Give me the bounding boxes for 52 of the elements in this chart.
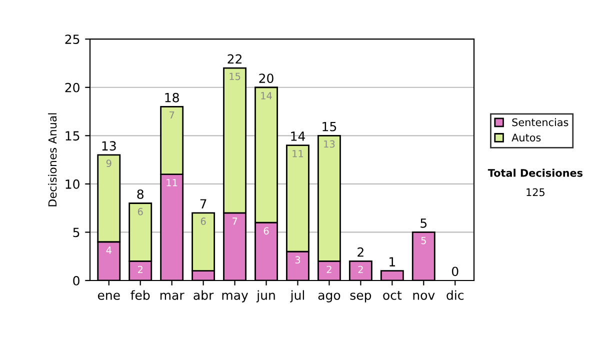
x-tick-label: jul (290, 290, 304, 302)
y-tick-label: 10 (66, 179, 80, 189)
x-tick-label: feb (130, 290, 150, 300)
data-label: 7 (170, 111, 174, 119)
data-label: 5 (421, 237, 426, 244)
x-tick-label: abr (194, 290, 214, 300)
y-axis-title: Decisiones Anual (48, 113, 57, 206)
data-label: 9 (106, 160, 112, 167)
x-tick-label: oct (383, 290, 402, 300)
x-tick-label: sep (350, 292, 372, 302)
text: Total Decisiones (488, 168, 583, 177)
legend-label: Autos (512, 134, 541, 142)
data-label: 15 (230, 72, 240, 80)
data-label: 13 (324, 140, 335, 148)
total-label: 8 (137, 189, 144, 199)
y-tick-label: 25 (65, 34, 80, 44)
data-label: 11 (292, 150, 304, 158)
data-label: 14 (261, 92, 272, 100)
total-label: 15 (322, 122, 336, 132)
total-label: 2 (358, 247, 364, 257)
x-tick-label: jun (256, 290, 275, 302)
text: 125 (526, 188, 544, 196)
x-tick-label: ago (318, 292, 340, 302)
total-label: 5 (420, 218, 427, 228)
total-label: 0 (452, 266, 458, 276)
data-label: 2 (138, 266, 142, 274)
data-label: 6 (264, 227, 269, 235)
data-label: 11 (166, 179, 178, 186)
data-label: 3 (295, 256, 300, 264)
y-tick-label: 5 (73, 228, 80, 238)
legend-label: Sentencias (512, 118, 568, 126)
total-label: 20 (259, 74, 274, 84)
data-label: 7 (232, 218, 238, 225)
total-label: 13 (102, 141, 116, 151)
data-label: 2 (358, 266, 363, 274)
data-label: 6 (138, 208, 143, 216)
data-label: 2 (326, 266, 332, 274)
x-tick-label: nov (413, 292, 435, 300)
data-label: 6 (200, 218, 206, 225)
y-tick-label: 0 (73, 276, 80, 286)
y-tick-label: 15 (66, 131, 80, 141)
total-label: 18 (165, 92, 179, 102)
total-label: 14 (291, 132, 305, 141)
x-tick-label: ene (98, 292, 120, 300)
y-tick-label: 20 (65, 82, 80, 92)
x-tick-label: mar (160, 292, 184, 300)
x-tick-label: may (222, 292, 248, 302)
total-label: 7 (200, 199, 206, 208)
x-tick-label: dic (446, 290, 464, 300)
total-label: 22 (228, 54, 242, 64)
data-label: 4 (106, 246, 112, 254)
total-label: 1 (390, 257, 395, 266)
